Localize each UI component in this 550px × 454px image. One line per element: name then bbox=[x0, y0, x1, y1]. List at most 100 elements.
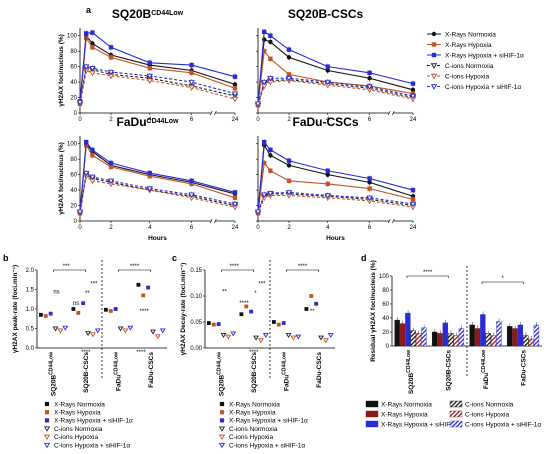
data-point bbox=[89, 70, 96, 77]
significance-mark: **** bbox=[230, 264, 240, 270]
significance-mark: **** bbox=[423, 270, 433, 276]
axis-break-mark bbox=[388, 218, 391, 224]
legend-bc-item: C-ions Hypoxia bbox=[218, 434, 273, 441]
bar bbox=[517, 324, 524, 347]
data-point bbox=[367, 186, 372, 191]
bar bbox=[399, 323, 406, 347]
series-line bbox=[79, 69, 236, 104]
legend-label: X-Rays Normoxia bbox=[54, 401, 105, 408]
chart-title: FaDu-CSCs bbox=[292, 115, 358, 129]
x-tick-label: 0 bbox=[78, 117, 82, 123]
legend-bc-item: C-ions Hypoxia + siHIF-1α bbox=[43, 442, 130, 449]
significance-mark: ns bbox=[53, 289, 59, 295]
series-cion_sihif bbox=[76, 170, 239, 216]
data-point bbox=[147, 60, 152, 65]
legend-label: C-ions Hypoxia + siHIF-1α bbox=[465, 422, 541, 429]
data-point bbox=[159, 328, 166, 334]
data-point bbox=[314, 301, 319, 306]
axis-break-mark bbox=[388, 110, 391, 116]
data-point bbox=[76, 99, 84, 106]
data-point bbox=[107, 69, 115, 76]
data-point bbox=[146, 186, 153, 192]
y-tick-label: 2.0 bbox=[26, 268, 35, 274]
data-point bbox=[84, 139, 89, 145]
data-point bbox=[52, 326, 59, 332]
data-point bbox=[94, 328, 101, 334]
legend-d-item: X-Rays Normoxia bbox=[365, 400, 432, 409]
series-cion_hyp bbox=[254, 192, 417, 217]
data-point bbox=[276, 322, 281, 327]
legend-label: C-ions Normoxia bbox=[445, 63, 494, 70]
group-label: SQ20BCD44Low bbox=[406, 350, 415, 394]
bar bbox=[496, 321, 502, 347]
data-point bbox=[90, 153, 95, 158]
data-point bbox=[285, 76, 293, 82]
legend-a-item: C-ions Hypoxia + siHIF-1α bbox=[427, 84, 521, 91]
y-tick-label: 0.10 bbox=[190, 294, 202, 300]
y-tick-label: 80 bbox=[70, 49, 77, 55]
x-tick-label: 24 bbox=[232, 225, 239, 231]
x-tick-label: 6 bbox=[190, 117, 194, 123]
data-point bbox=[188, 192, 195, 199]
data-point bbox=[253, 335, 259, 341]
y-tick-label: 100 bbox=[67, 142, 78, 148]
bar bbox=[480, 314, 486, 347]
legend-marker bbox=[219, 410, 225, 415]
x-tick-label: 24 bbox=[232, 117, 239, 123]
y-tick-label: 60 bbox=[382, 302, 389, 308]
data-point bbox=[136, 282, 141, 287]
data-point bbox=[155, 334, 161, 340]
axis-break bbox=[211, 110, 216, 116]
bar-group-0: SQ20BCD44Low bbox=[394, 310, 427, 394]
data-point bbox=[189, 62, 194, 68]
data-point bbox=[366, 84, 373, 91]
data-point bbox=[82, 64, 90, 70]
significance-mark: **** bbox=[130, 264, 140, 270]
data-point bbox=[107, 178, 115, 185]
significance-mark: *** bbox=[90, 282, 98, 288]
legend-marker bbox=[44, 418, 50, 423]
chart-title: FaDuCD44Low bbox=[117, 115, 179, 129]
group-label: FaDu-CSCs bbox=[148, 352, 155, 388]
data-point bbox=[90, 332, 96, 338]
data-point bbox=[231, 96, 239, 103]
scatter-chart-b: 0.0 0.5 1.0 1.5 2.0 γH2AX peak-rate (foci.min… bbox=[12, 260, 167, 396]
data-point bbox=[43, 314, 48, 318]
series-line bbox=[257, 161, 414, 214]
y-axis-label: Residual γH2AX foci/nucleus (%) bbox=[370, 260, 377, 362]
bar bbox=[394, 319, 400, 347]
data-point bbox=[324, 79, 331, 86]
significance-bracket bbox=[220, 269, 255, 272]
panel-label-b: b bbox=[3, 253, 9, 263]
data-point bbox=[367, 180, 372, 185]
legend-marker bbox=[218, 426, 226, 432]
data-point bbox=[76, 209, 84, 216]
data-point bbox=[286, 163, 292, 168]
data-point bbox=[324, 193, 331, 199]
significance-bracket bbox=[406, 275, 449, 278]
data-point bbox=[232, 86, 238, 91]
data-point bbox=[410, 81, 416, 86]
y-tick-label: 0.5 bbox=[26, 327, 35, 333]
significance-mark: * bbox=[254, 291, 257, 297]
legend-label: C-ions Normoxia bbox=[229, 426, 278, 433]
legend-label: C-ions Normoxia bbox=[54, 426, 103, 433]
legend-marker bbox=[430, 84, 438, 90]
bar bbox=[512, 328, 518, 347]
legend-label: C-ions Hypoxia + siHIF-1α bbox=[54, 442, 130, 449]
significance-mark: **** bbox=[81, 350, 91, 356]
y-axis-label: γH2AX Decay-rate (foci.min⁻¹) bbox=[180, 263, 187, 356]
group-label: FaDu-CSCs bbox=[520, 350, 527, 386]
data-point bbox=[290, 335, 297, 341]
data-point bbox=[272, 320, 276, 324]
group-1: SQ20B-CSCs bbox=[239, 304, 269, 393]
bar bbox=[448, 333, 454, 347]
legend-marker bbox=[219, 418, 225, 423]
series-line bbox=[79, 172, 236, 212]
chart-title: SQ20B-CSCs bbox=[288, 7, 364, 21]
data-point bbox=[147, 173, 152, 179]
data-point bbox=[84, 31, 89, 36]
